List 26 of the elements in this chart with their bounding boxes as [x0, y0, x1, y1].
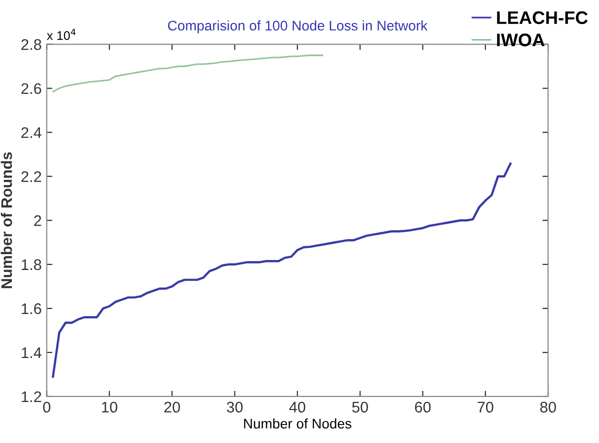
y-tick-label: 1.6	[22, 303, 42, 314]
x-tick-label: 40	[289, 402, 306, 413]
line-series	[52, 162, 512, 378]
y-tick-label: 1.8	[22, 259, 42, 270]
legend-label: LEACH-FC	[497, 11, 588, 24]
y-tick-label: 1.2	[22, 391, 42, 402]
y-axis-title: Number of Rounds	[0, 152, 12, 288]
x-tick-label: 80	[540, 402, 556, 413]
y-tick-label: 2.6	[21, 83, 42, 94]
x-tick-label: 50	[352, 402, 368, 413]
y-tick-label: 2	[34, 215, 42, 226]
x-tick-label: 20	[164, 402, 180, 413]
text: x 10$^{4}$	[46, 28, 76, 40]
y-tick-label: 2.2	[21, 171, 42, 182]
x-tick-label: 30	[226, 402, 243, 413]
chart-title: Comparision of 100 Node Loss in Network	[168, 20, 428, 34]
x-axis-title: Number of Nodes	[244, 418, 352, 429]
x-tick-label: 70	[478, 402, 494, 413]
y-tick-label: 2.8	[21, 39, 42, 50]
x-tick-label: 60	[415, 402, 431, 413]
line-series	[52, 54, 324, 92]
x-tick-label: 10	[102, 402, 118, 413]
y-tick-label: 1.4	[22, 347, 42, 358]
x-tick-label: 0	[43, 402, 50, 413]
y-tick-label: 2.4	[21, 127, 42, 138]
legend-label: IWOA	[497, 34, 545, 46]
